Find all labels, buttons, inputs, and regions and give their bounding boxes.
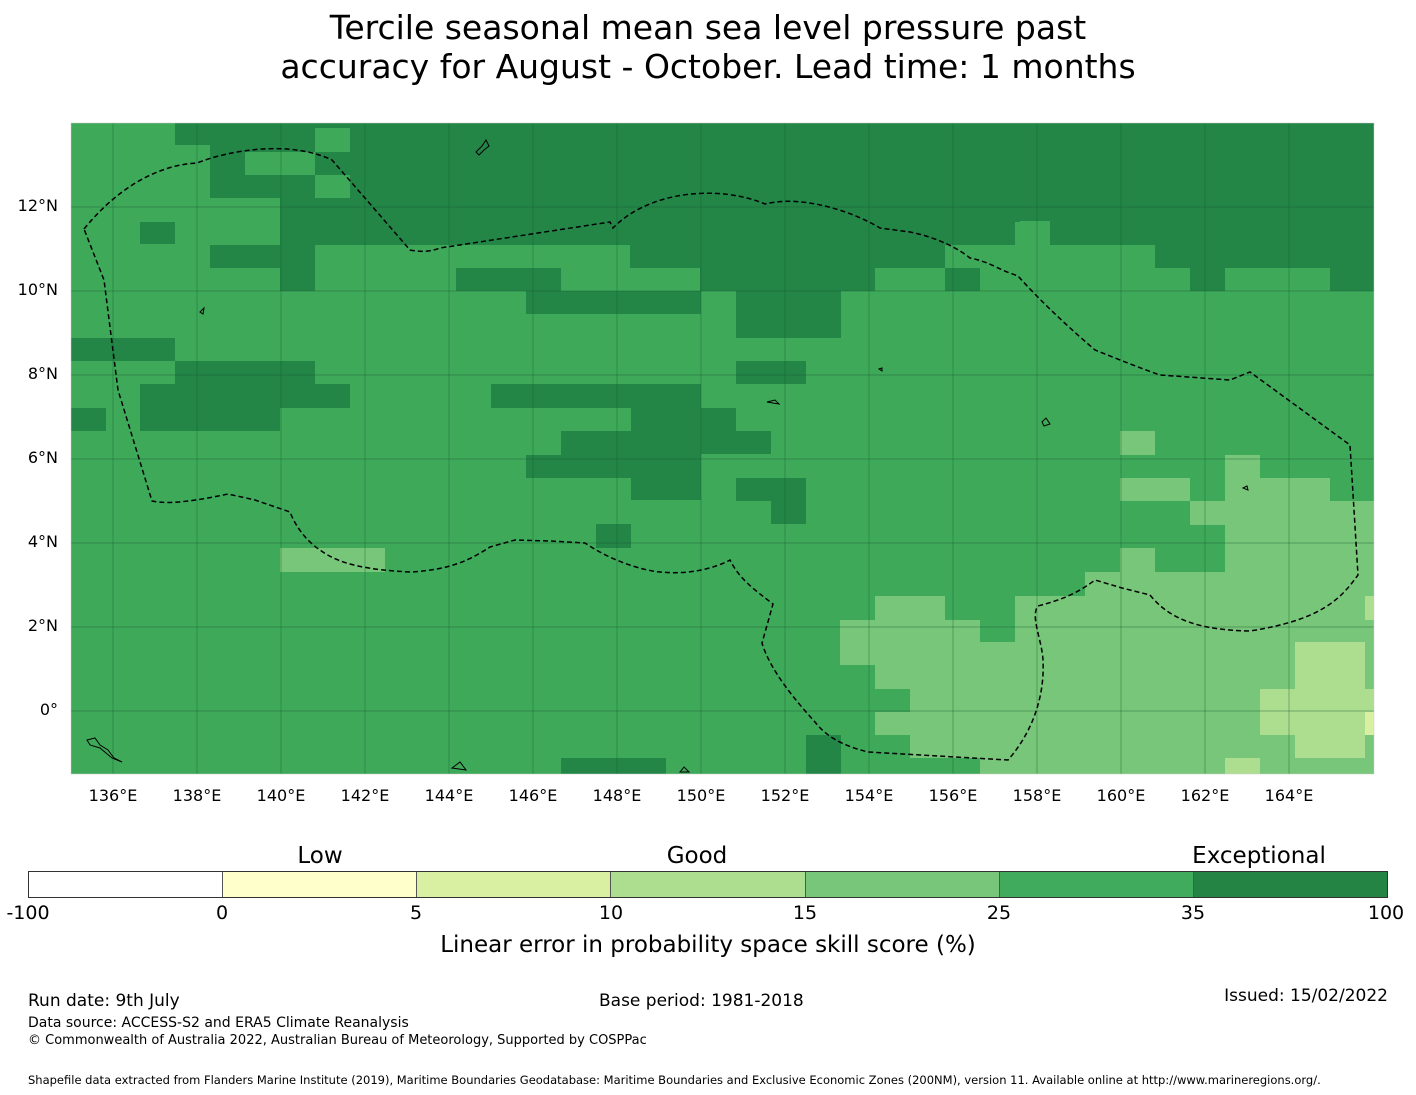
map-title: Tercile seasonal mean sea level pressure… xyxy=(0,8,1416,86)
colorbar-category-good: Good xyxy=(666,843,728,869)
title-line-1: Tercile seasonal mean sea level pressure… xyxy=(329,8,1087,47)
skill-score-map xyxy=(70,122,1375,775)
colorbar-tick: 15 xyxy=(792,902,818,924)
colorbar xyxy=(28,871,1388,898)
run-date: Run date: 9th July xyxy=(28,991,180,1011)
eez-boundary-line xyxy=(83,147,1359,761)
lon-label: 154°E xyxy=(844,786,894,805)
colorbar-tick: 10 xyxy=(598,902,624,924)
colorbar-tick: -100 xyxy=(6,902,50,924)
map-gridlines xyxy=(71,123,1374,774)
lat-label-4n: 4°N xyxy=(27,532,58,551)
lon-label: 152°E xyxy=(760,786,810,805)
lat-label-8n: 8°N xyxy=(27,364,58,383)
good-skill-cells xyxy=(280,431,1374,774)
exceptional-skill-cells xyxy=(71,123,1374,774)
copyright-notice: © Commonwealth of Australia 2022, Austra… xyxy=(28,1033,647,1048)
lon-label: 150°E xyxy=(676,786,726,805)
lon-label: 148°E xyxy=(592,786,642,805)
lon-label: 160°E xyxy=(1096,786,1146,805)
moderate-skill-cells xyxy=(1225,596,1374,774)
colorbar-tick: 100 xyxy=(1367,902,1405,924)
colorbar-swatch xyxy=(1193,872,1387,897)
lon-label: 162°E xyxy=(1180,786,1230,805)
lon-label: 144°E xyxy=(424,786,474,805)
colorbar-tick: 25 xyxy=(986,902,1012,924)
colorbar-swatch xyxy=(805,872,1000,897)
base-period: Base period: 1981-2018 xyxy=(599,991,804,1011)
lon-label: 164°E xyxy=(1264,786,1314,805)
colorbar-swatch xyxy=(223,872,418,897)
lon-label: 158°E xyxy=(1012,786,1062,805)
lon-label: 136°E xyxy=(88,786,138,805)
lat-label-10n: 10°N xyxy=(17,280,58,299)
lon-label: 156°E xyxy=(928,786,978,805)
colorbar-swatch xyxy=(417,872,612,897)
island-outlines xyxy=(86,139,1249,773)
shapefile-credit: Shapefile data extracted from Flanders M… xyxy=(28,1073,1321,1087)
lon-label: 146°E xyxy=(508,786,558,805)
colorbar-swatch xyxy=(999,872,1194,897)
lat-label-12n: 12°N xyxy=(17,196,58,215)
lon-label: 140°E xyxy=(256,786,306,805)
colorbar-tick: 5 xyxy=(409,902,423,924)
colorbar-tick: 35 xyxy=(1180,902,1206,924)
lon-label: 142°E xyxy=(340,786,390,805)
lat-label-0: 0° xyxy=(39,700,58,719)
title-line-2: accuracy for August - October. Lead time… xyxy=(280,47,1136,86)
colorbar-tick: 0 xyxy=(215,902,229,924)
data-source: Data source: ACCESS-S2 and ERA5 Climate … xyxy=(28,1015,409,1031)
colorbar-swatch xyxy=(611,872,806,897)
lat-label-2n: 2°N xyxy=(27,616,58,635)
lon-label: 138°E xyxy=(172,786,222,805)
colorbar-swatch xyxy=(29,872,224,897)
colorbar-category-low: Low xyxy=(297,843,343,869)
lat-label-6n: 6°N xyxy=(27,448,58,467)
issued-date: Issued: 15/02/2022 xyxy=(1224,986,1388,1006)
colorbar-title: Linear error in probability space skill … xyxy=(440,932,976,958)
colorbar-category-exceptional: Exceptional xyxy=(1192,843,1326,869)
